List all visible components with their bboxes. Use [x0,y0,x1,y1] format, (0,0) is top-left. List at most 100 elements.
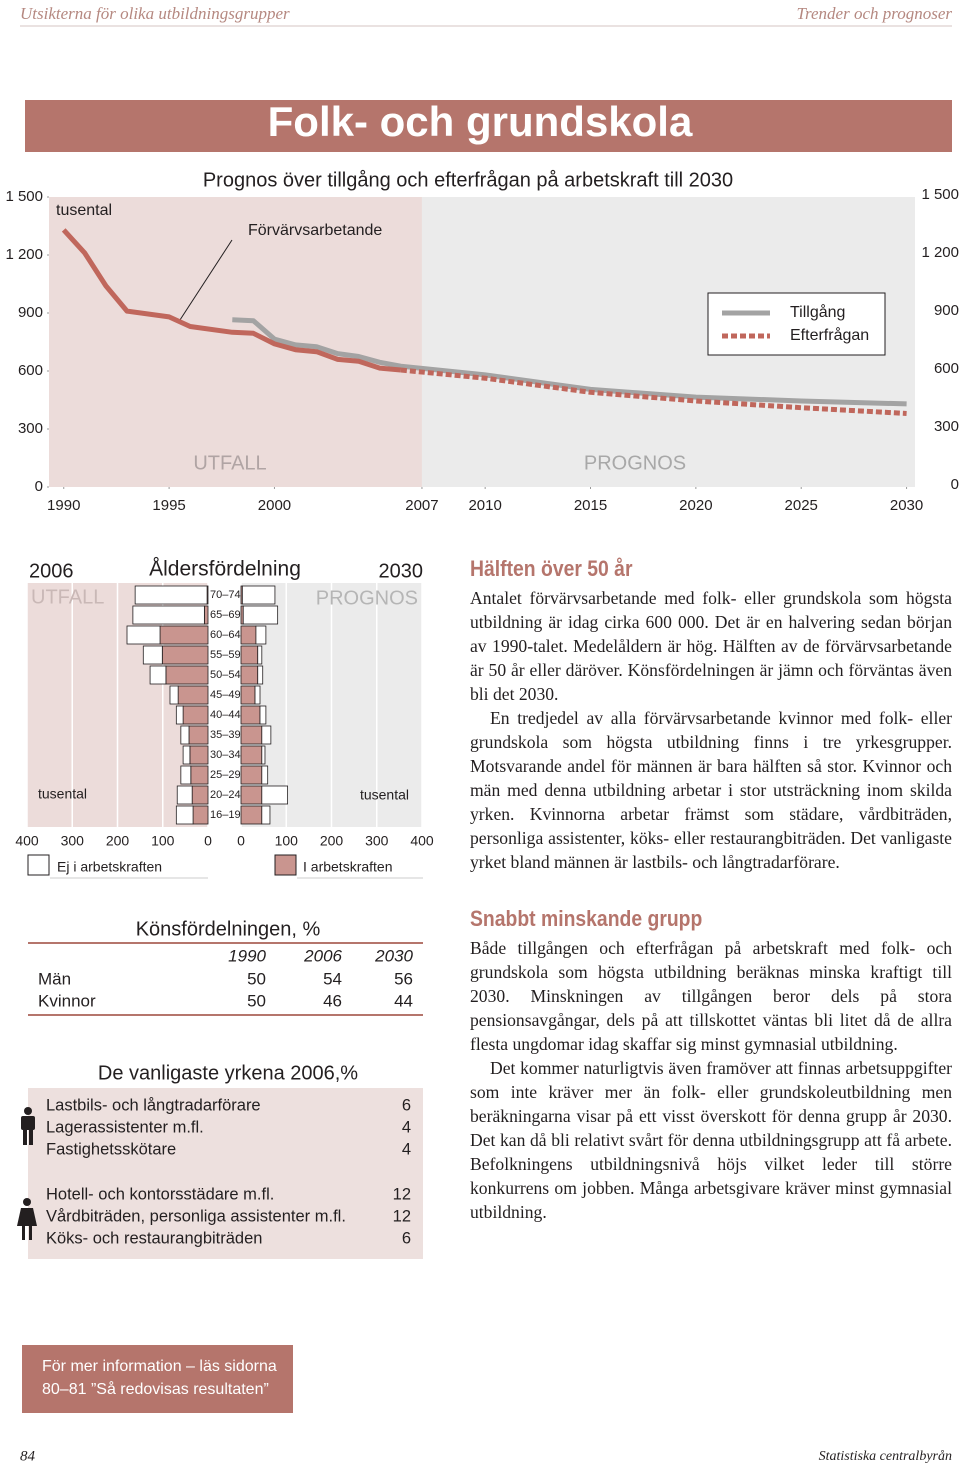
x-tick-label: 200 [320,833,344,849]
female-icon [17,1198,37,1240]
y2-tick-label: 0 [951,476,959,493]
cell: 46 [323,991,342,1010]
pyramid-bar [175,805,194,825]
y-tick-label: 900 [18,304,43,321]
y-tick-label: 300 [18,420,43,437]
line-series [232,317,907,407]
y-tick-label: 1 500 [5,188,43,205]
pyramid-bar [190,765,209,785]
pyramid-bar [182,745,191,765]
pyramid-bar [242,605,279,625]
cell: 56 [394,969,413,988]
x-tick-label: 2000 [258,497,291,514]
pyramid-bar [176,785,193,805]
pyramid-bar [240,765,263,785]
page-number: 84 [20,1448,36,1464]
cell: 44 [394,991,413,1010]
panel-title: 2030 [379,560,424,582]
legend-label: Efterfrågan [790,326,869,344]
legend-label: Ej i arbetskraften [57,859,162,875]
age-label: 20–24 [210,789,241,801]
group-box [28,1088,423,1180]
cell: 50 [247,969,266,988]
cell: 12 [393,1185,411,1203]
publisher: Statistiska centralbyrån [819,1449,952,1464]
pyramid-bar [240,725,263,745]
pyramid-bar [169,685,179,705]
running-header: Utsikterna för olika utbildningsgrupper [20,4,290,23]
page-title: Folk- och grundskola [268,98,693,145]
cell: 4 [402,1140,411,1158]
pyramid-bar [161,645,209,665]
table-title: Könsfördelningen, % [136,918,321,940]
y2-tick-label: 900 [934,302,959,319]
row-label: Lastbils- och långtradarförare [46,1096,261,1114]
x-tick-label: 300 [365,833,389,849]
age-label: 35–39 [210,729,241,741]
pyramid-bar [259,705,267,725]
age-label: 65–69 [210,609,241,621]
axis-label: tusental [360,787,409,803]
x-tick-label: 2020 [679,497,712,514]
x-tick-label: 2030 [890,497,923,514]
cell: 4 [402,1118,411,1136]
pyramid-bar [240,665,259,685]
y-tick-label: 0 [35,478,43,495]
legend-label: Tillgång [790,303,845,321]
section: Snabbt minskande grupp Både tillgången o… [470,906,952,1224]
x-tick-label: 2025 [785,497,818,514]
title-band [25,100,952,152]
legend-box [707,292,886,356]
legend-swatch [27,854,50,876]
x-tick-label: 300 [61,833,85,849]
pyramid-bar [126,625,161,645]
pyramid-bar [132,605,205,625]
pyramid-bar [188,725,209,745]
y-tick-label: 1 200 [5,246,43,263]
section-heading: Hälften över 50 år [470,556,633,581]
row-label: Lagerassistenter m.fl. [46,1118,204,1136]
paragraph: Det kommer naturligtvis även framöver at… [470,1058,952,1222]
pyramid-bar [192,805,209,825]
row-label: Kvinnor [38,991,96,1010]
x-tick-label: 2007 [405,497,438,514]
cell: 6 [402,1229,411,1247]
pyramid-bar [180,765,192,785]
legend-label: I arbetskraften [303,859,393,875]
pyramid-bar [257,645,263,665]
line-series [400,367,907,416]
x-tick-label: 2010 [468,497,501,514]
y-tick-label: 600 [18,362,43,379]
column-header: 1990 [228,946,266,965]
table-title: De vanligaste yrkena 2006,% [98,1062,358,1084]
pyramid-bar [240,625,257,645]
running-header: Trender och prognoser [796,4,952,23]
period-label: UTFALL [193,452,266,474]
pyramid-bar [180,725,190,745]
chart-title: Prognos över tillgång och efterfrågan på… [203,169,733,191]
x-tick-label: 0 [237,833,245,849]
cell: 50 [247,991,266,1010]
age-label: 55–59 [210,649,241,661]
group-box [28,1177,423,1259]
pyramid-bar [240,685,256,705]
pyramid-bar [261,805,271,825]
age-label: 16–19 [210,809,241,821]
pyramid-bar [241,585,276,605]
x-tick-label: 2015 [574,497,607,514]
section-heading: Snabbt minskande grupp [470,906,703,931]
x-tick-label: 400 [15,833,39,849]
pyramid-bar [134,585,208,605]
pyramid-bar [159,625,209,645]
period-label: PROGNOS [316,587,418,609]
section: Hälften över 50 år Antalet förvärvsarbet… [470,556,952,874]
paragraph: Antalet förvärvsarbetande med folk- elle… [470,588,952,704]
age-label: 25–29 [210,769,241,781]
age-label: 45–49 [210,689,241,701]
pyramid-bar [182,705,209,725]
row-label: Hotell- och kontorsstädare m.fl. [46,1185,274,1203]
pyramid-bar [257,665,264,685]
y2-tick-label: 300 [934,418,959,435]
info-text: För mer information – läs sidorna [42,1358,277,1375]
